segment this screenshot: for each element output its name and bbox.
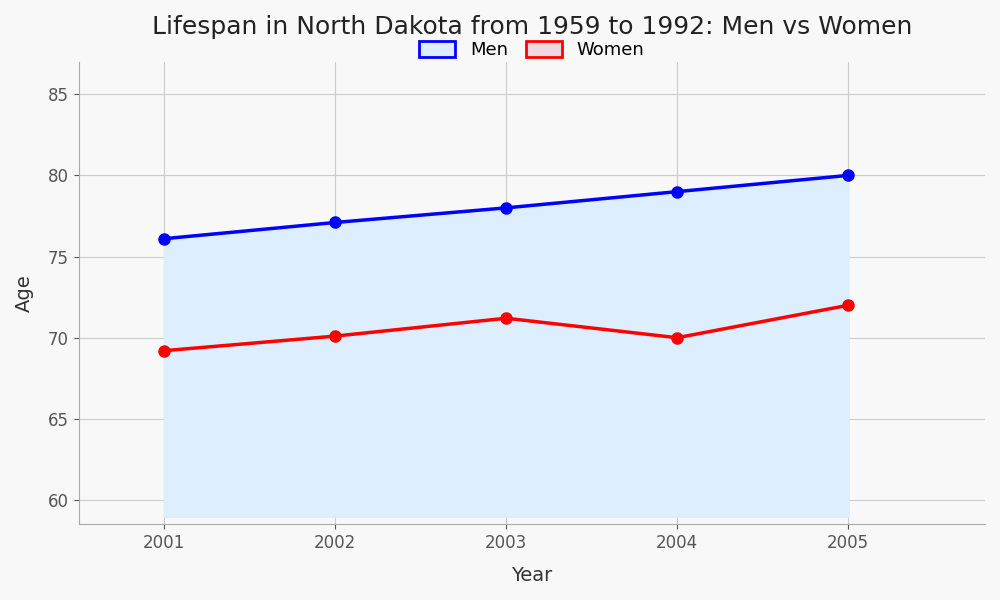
X-axis label: Year: Year [511,566,552,585]
Y-axis label: Age: Age [15,274,34,312]
Legend: Men, Women: Men, Women [412,34,651,67]
Title: Lifespan in North Dakota from 1959 to 1992: Men vs Women: Lifespan in North Dakota from 1959 to 19… [152,15,912,39]
